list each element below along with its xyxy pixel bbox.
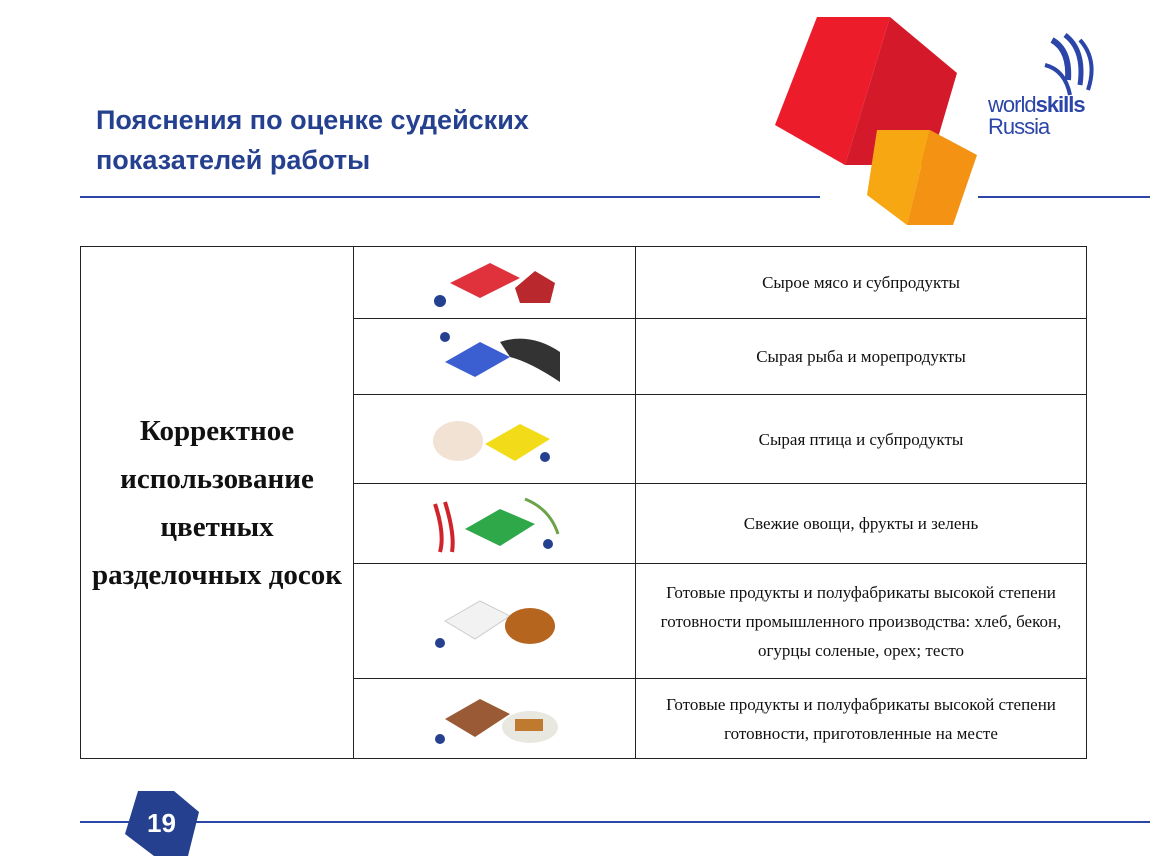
brown-board-cooked-food-icon [434,698,558,744]
footer-divider [80,821,130,823]
yellow-board-poultry-icon [432,421,550,462]
board-label: Готовые продукты и полуфабрикаты высокой… [635,563,1087,679]
cubes-decoration [770,15,977,225]
worldskills-logo: worldskills Russia [988,30,1108,140]
divider [978,196,1150,198]
blue-board-fish-icon [439,331,560,382]
board-label: Сырая рыба и морепродукты [635,318,1087,395]
left-header-cell: Корректное использование цветных раздело… [80,246,354,759]
cutting-boards-table: Корректное использование цветных раздело… [80,246,1087,759]
board-image-cell [353,318,636,395]
board-label: Готовые продукты и полуфабрикаты высокой… [635,678,1087,759]
footer-divider [195,821,1150,823]
red-board-meat-icon [433,262,555,307]
page-title: Пояснения по оценке судейских показателе… [96,105,529,175]
board-image-cell [353,678,636,759]
board-image-cell [353,563,636,679]
divider [80,196,820,198]
board-label: Сырое мясо и субпродукты [635,246,1087,319]
white-board-bread-icon [434,600,555,648]
board-label: Свежие овощи, фрукты и зелень [635,483,1087,564]
board-image-cell [353,394,636,484]
green-board-vegetables-icon [432,497,559,553]
board-image-cell [353,483,636,564]
board-image-cell [353,246,636,319]
board-label: Сырая птица и субпродукты [635,394,1087,484]
page-number-badge: 19 [124,790,199,856]
worldskills-emblem-icon [1044,33,1094,96]
